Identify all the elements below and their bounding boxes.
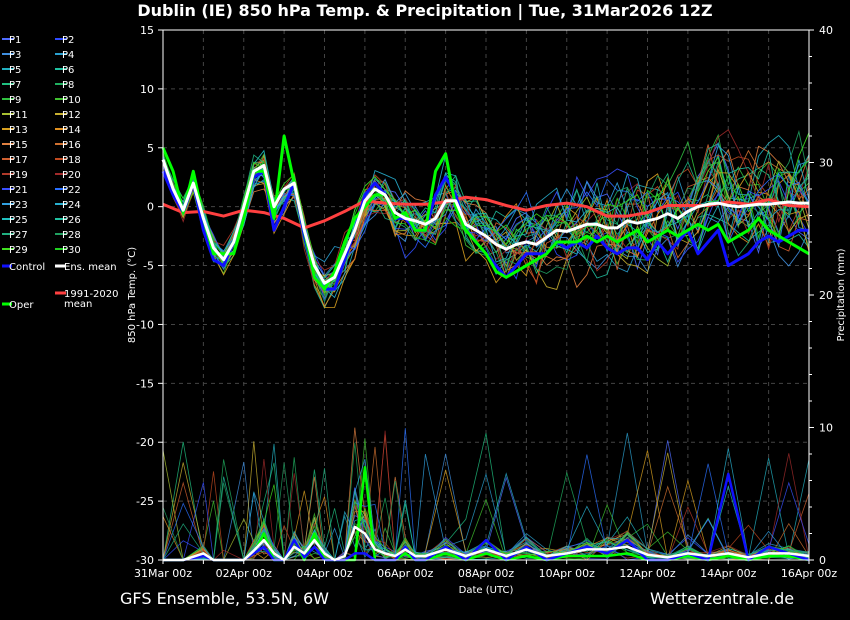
y-tick-label: -15 (136, 377, 154, 390)
y2-tick-label: 30 (819, 157, 833, 170)
legend-label: P8 (62, 80, 74, 91)
legend-label: P13 (9, 125, 28, 136)
legend-label: P5 (9, 65, 21, 76)
footer-source: Wetterzentrale.de (650, 589, 795, 608)
y2-tick-label: 0 (819, 554, 826, 567)
legend: P1 P2 P3 P4 P5 P6 P7 P8 P9 P10 P11 P12 P13 P14 P15 P16 P… (2, 35, 119, 311)
x-tick-label: 06Apr 00z (377, 567, 434, 580)
y-tick-label: -30 (136, 554, 154, 567)
x-tick-label: 12Apr 00z (619, 567, 676, 580)
legend-label: P18 (62, 155, 81, 166)
legend-label: P4 (62, 50, 74, 61)
legend-label: P25 (9, 215, 28, 226)
plot-frame (162, 29, 810, 561)
legend-label: P20 (62, 170, 81, 181)
x-tick-label: 16Apr 00z (781, 567, 838, 580)
legend-label: P21 (9, 185, 28, 196)
y-tick-label: -10 (136, 318, 154, 331)
x-tick-label: 08Apr 00z (458, 567, 515, 580)
y-tick-label: 0 (147, 201, 154, 214)
x-tick-label: 04Apr 00z (296, 567, 353, 580)
y-tick-label: 15 (140, 24, 154, 37)
x-tick-label: 31Mar 00z (134, 567, 192, 580)
legend-label: P19 (9, 170, 28, 181)
y-axis-label: 850 hPa Temp. (°C) (127, 247, 138, 343)
legend-label: P28 (62, 230, 81, 241)
legend-label: P14 (62, 125, 81, 136)
x-tick-label: 02Apr 00z (216, 567, 273, 580)
chart-title: Dublin (IE) 850 hPa Temp. & Precipitatio… (137, 1, 713, 20)
legend-label: Ens. mean (64, 262, 117, 273)
legend-label: P9 (9, 95, 21, 106)
legend-label: P15 (9, 140, 28, 151)
series-oper (161, 134, 810, 291)
series-ens-mean (161, 159, 809, 285)
y2-tick-label: 20 (819, 289, 833, 302)
legend-label: P30 (62, 245, 81, 256)
series-precipitation-ens-mean (163, 525, 810, 562)
legend-label: P1 (9, 35, 21, 46)
y-tick-label: -5 (143, 260, 154, 273)
y-tick-label: 5 (147, 142, 154, 155)
legend-label: P12 (62, 110, 81, 121)
y2-tick-label: 10 (819, 422, 833, 435)
legend-label: 1991-2020 mean (64, 289, 119, 310)
legend-label: P23 (9, 200, 28, 211)
legend-label: P24 (62, 200, 81, 211)
y-tick-label: -20 (136, 436, 154, 449)
legend-label: P6 (62, 65, 74, 76)
legend-label: Control (9, 262, 45, 273)
x-tick-label: 14Apr 00z (700, 567, 757, 580)
y-tick-label: -25 (136, 495, 154, 508)
y2-axis-label: Precipitation (mm) (836, 248, 847, 341)
legend-label: P11 (9, 110, 28, 121)
x-axis-label: Date (UTC) (459, 585, 514, 596)
legend-label: P2 (62, 35, 74, 46)
legend-label: P16 (62, 140, 81, 151)
legend-label: P7 (9, 80, 21, 91)
legend-label: Oper (9, 300, 34, 311)
legend-label: P22 (62, 185, 81, 196)
y2-tick-label: 40 (819, 24, 833, 37)
legend-label: P3 (9, 50, 21, 61)
y-tick-label: 10 (140, 83, 154, 96)
legend-label: P27 (9, 230, 28, 241)
legend-label: P10 (62, 95, 81, 106)
legend-label: P29 (9, 245, 28, 256)
x-tick-label: 10Apr 00z (539, 567, 596, 580)
footer-model-info: GFS Ensemble, 53.5N, 6W (120, 589, 329, 608)
member-precip-line (162, 468, 810, 561)
legend-label: P17 (9, 155, 28, 166)
legend-label: P26 (62, 215, 81, 226)
